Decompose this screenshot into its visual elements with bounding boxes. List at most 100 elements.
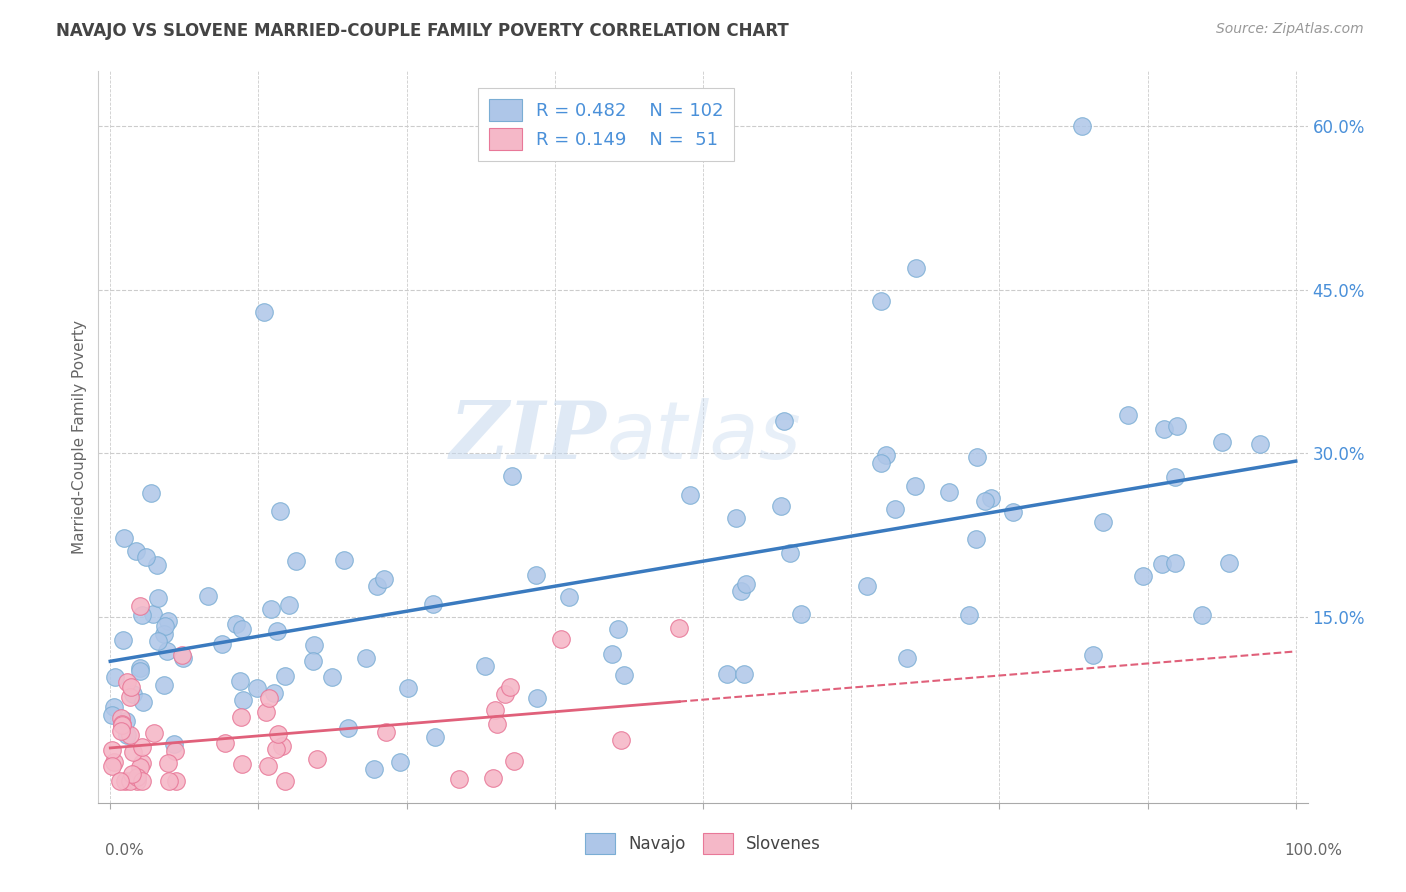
Text: ZIP: ZIP: [450, 399, 606, 475]
Point: [125, 770, 148, 784]
Point: [153, 678, 176, 692]
Point: [1218, 557, 1240, 571]
Point: [482, 771, 505, 785]
Point: [112, 532, 135, 546]
Point: [125, 543, 148, 558]
Point: [132, 695, 155, 709]
Point: [253, 304, 276, 318]
Point: [769, 499, 792, 513]
Point: [129, 599, 152, 614]
Point: [120, 690, 142, 704]
Point: [1164, 556, 1187, 570]
Text: NAVAJO VS SLOVENE MARRIED-COUPLE FAMILY POVERTY CORRELATION CHART: NAVAJO VS SLOVENE MARRIED-COUPLE FAMILY …: [56, 22, 789, 40]
Point: [274, 774, 297, 789]
Point: [108, 774, 131, 789]
Point: [734, 577, 756, 591]
Point: [373, 572, 395, 586]
Point: [110, 724, 132, 739]
Point: [524, 567, 547, 582]
Point: [668, 621, 690, 635]
Point: [157, 614, 180, 628]
Point: [163, 737, 186, 751]
Point: [1116, 408, 1139, 422]
Point: [100, 759, 122, 773]
Point: [271, 739, 294, 753]
Point: [231, 622, 253, 636]
Point: [111, 718, 134, 732]
Point: [129, 665, 152, 679]
Point: [790, 607, 813, 621]
Point: [610, 732, 633, 747]
Point: [117, 728, 139, 742]
Point: [966, 450, 988, 464]
Point: [502, 754, 524, 768]
Point: [363, 763, 385, 777]
Point: [111, 632, 134, 647]
Point: [266, 624, 288, 638]
Point: [484, 703, 506, 717]
Point: [121, 767, 143, 781]
Point: [142, 607, 165, 621]
Point: [856, 579, 879, 593]
Point: [422, 597, 444, 611]
Point: [131, 740, 153, 755]
Point: [139, 485, 162, 500]
Point: [172, 648, 194, 662]
Point: [333, 553, 356, 567]
Legend: Navajo, Slovenes: Navajo, Slovenes: [578, 827, 828, 860]
Point: [1166, 419, 1188, 434]
Point: [870, 456, 893, 470]
Point: [613, 667, 636, 681]
Point: [232, 693, 254, 707]
Point: [896, 651, 918, 665]
Point: [1164, 470, 1187, 484]
Point: [155, 644, 177, 658]
Point: [904, 479, 927, 493]
Point: [260, 601, 283, 615]
Point: [494, 687, 516, 701]
Point: [965, 533, 987, 547]
Point: [101, 743, 124, 757]
Point: [231, 757, 253, 772]
Text: 0.0%: 0.0%: [105, 843, 145, 858]
Point: [285, 554, 308, 568]
Point: [980, 491, 1002, 506]
Point: [1083, 648, 1105, 662]
Point: [486, 716, 509, 731]
Point: [142, 726, 165, 740]
Point: [146, 634, 169, 648]
Point: [155, 618, 177, 632]
Point: [474, 658, 496, 673]
Point: [550, 632, 572, 646]
Point: [938, 485, 960, 500]
Point: [869, 293, 891, 308]
Point: [157, 756, 180, 770]
Point: [157, 774, 180, 789]
Point: [131, 607, 153, 622]
Point: [974, 494, 997, 508]
Point: [263, 685, 285, 699]
Point: [388, 756, 411, 770]
Text: Source: ZipAtlas.com: Source: ZipAtlas.com: [1216, 22, 1364, 37]
Point: [165, 774, 187, 789]
Point: [269, 504, 291, 518]
Point: [225, 616, 247, 631]
Point: [131, 774, 153, 789]
Point: [122, 745, 145, 759]
Point: [302, 654, 325, 668]
Point: [449, 772, 471, 786]
Point: [733, 667, 755, 681]
Point: [1152, 558, 1174, 572]
Point: [264, 742, 287, 756]
Point: [773, 414, 796, 428]
Point: [716, 666, 738, 681]
Point: [127, 774, 149, 789]
Point: [1249, 436, 1271, 450]
Point: [1211, 434, 1233, 449]
Point: [274, 669, 297, 683]
Point: [277, 598, 299, 612]
Point: [366, 578, 388, 592]
Point: [197, 589, 219, 603]
Point: [254, 705, 277, 719]
Point: [172, 651, 194, 665]
